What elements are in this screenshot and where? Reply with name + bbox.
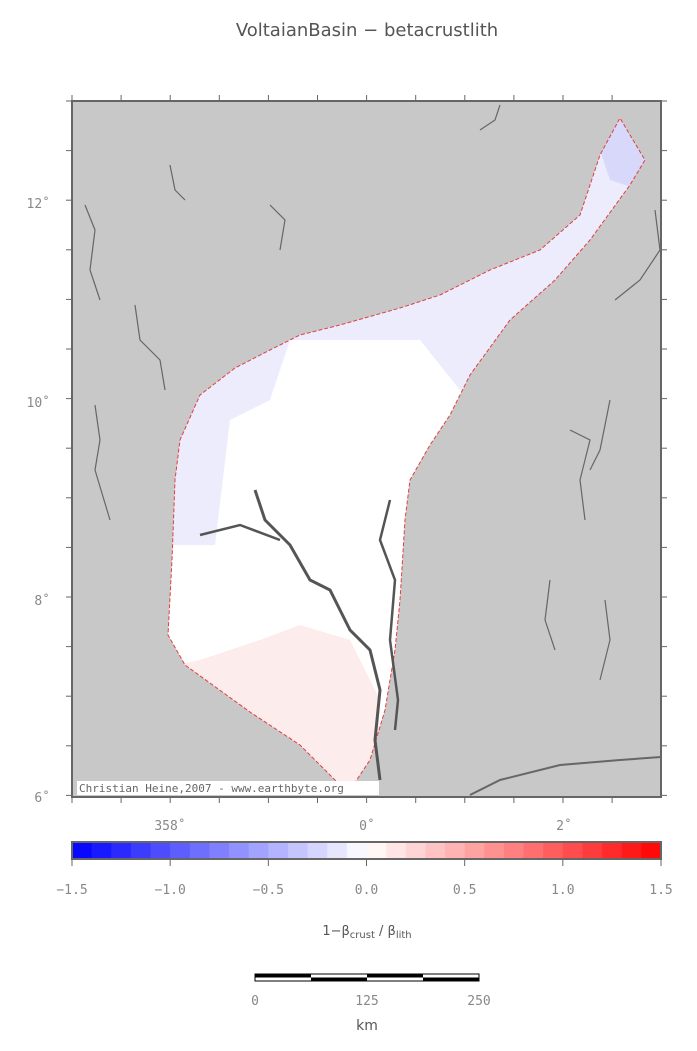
colorbar-tick-label: 1.0 — [551, 883, 574, 898]
colorbar-cell — [170, 842, 191, 859]
lat-label: 6˚ — [34, 790, 50, 806]
colorbar-cell — [405, 842, 426, 859]
credit-box — [77, 781, 379, 795]
colorbar-cell — [484, 842, 505, 859]
label-part: 1−β — [322, 924, 349, 939]
colorbar-cell — [523, 842, 544, 859]
scale-unit: km — [356, 1018, 378, 1034]
scale-label: 250 — [467, 994, 490, 1009]
lake-volta — [199, 489, 400, 781]
colorbar-cell — [327, 842, 348, 859]
colorbar-cell — [150, 842, 171, 859]
label-part: / β — [375, 924, 396, 939]
scale-label: 125 — [355, 994, 378, 1009]
colorbar-tick-label: 1.5 — [649, 883, 672, 898]
colorbar-cell — [464, 842, 485, 859]
label-sub: crust — [350, 930, 375, 941]
colorbar-cell — [91, 842, 112, 859]
title: VoltaianBasin − betacrustlith — [236, 20, 498, 41]
colorbar-cell — [111, 842, 132, 859]
colorbar-cell — [543, 842, 564, 859]
colorbar-cell — [621, 842, 642, 859]
colorbar-tick-label: 0.5 — [453, 883, 476, 898]
colorbar-cell — [425, 842, 446, 859]
colorbar-cell — [307, 842, 328, 859]
rivers — [84, 104, 662, 796]
colorbar-cell — [562, 842, 583, 859]
colorbar-cell — [641, 842, 662, 859]
lon-label: 2˚ — [556, 818, 572, 834]
colorbar-cell — [602, 842, 623, 859]
colorbar-cell — [386, 842, 407, 859]
colorbar-cell — [445, 842, 466, 859]
scalebar — [254, 973, 480, 982]
credit: Christian Heine,2007 - www.earthbyte.org — [79, 782, 344, 795]
scale-label: 0 — [251, 994, 259, 1009]
lon-label: 358˚ — [154, 818, 185, 834]
colorbar-cell — [366, 842, 387, 859]
colorbar-cell — [248, 842, 269, 859]
colorbar-tick-label: −1.0 — [155, 883, 186, 898]
colorbar-cell — [582, 842, 603, 859]
colorbar-cell — [72, 842, 93, 859]
colorbar-tick-label: −0.5 — [253, 883, 284, 898]
colorbar-cell — [268, 842, 289, 859]
label-sub: lith — [396, 930, 412, 941]
lat-label: 12˚ — [27, 196, 50, 212]
colorbar-cell — [130, 842, 152, 859]
colorbar-cell — [287, 842, 309, 859]
colorbar-cell — [229, 842, 250, 859]
colorbar-label: 1−βcrust / βlith — [322, 924, 411, 941]
lon-label: 0˚ — [359, 818, 375, 834]
colorbar-tick-label: 0.0 — [355, 883, 378, 898]
lat-label: 10˚ — [27, 395, 50, 411]
colorbar-cell — [346, 842, 367, 859]
colorbar-cell — [209, 842, 230, 859]
colorbar-cell — [503, 842, 525, 859]
lat-label: 8˚ — [34, 593, 50, 609]
colorbar-cell — [189, 842, 210, 859]
colorbar-tick-label: −1.5 — [56, 883, 87, 898]
